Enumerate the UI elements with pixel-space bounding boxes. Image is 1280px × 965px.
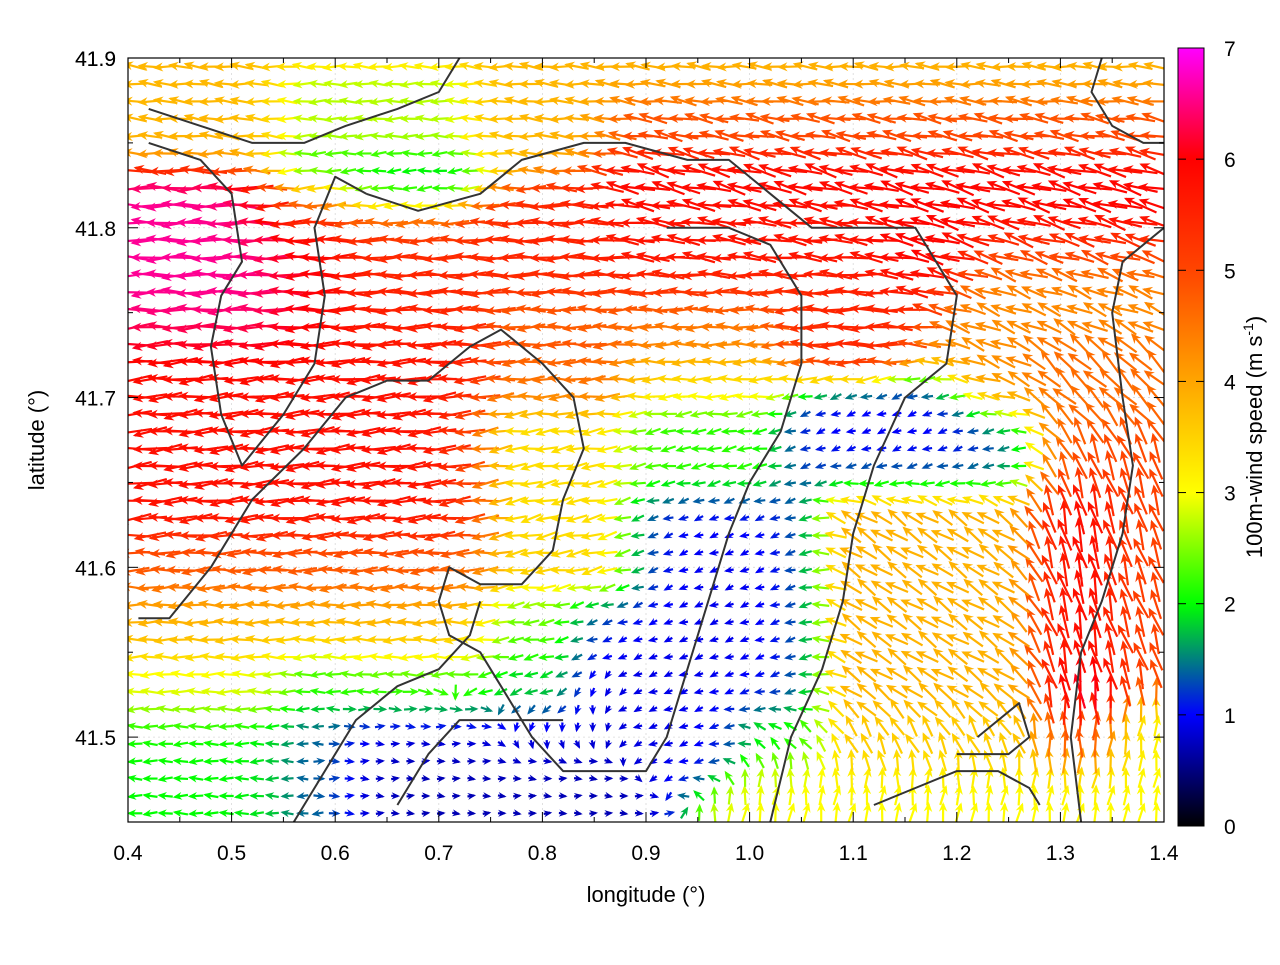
colorbar [1178,48,1204,826]
x-tick-label: 0.8 [528,842,557,865]
colorbar-tick-label: 7 [1224,38,1236,61]
y-tick-label: 41.7 [75,388,116,411]
x-tick-label: 0.4 [113,842,143,865]
x-tick-label: 1.4 [1149,842,1179,865]
x-tick-label: 0.7 [424,842,453,865]
x-tick-label: 0.9 [631,842,660,865]
y-axis-label: latitude (°) [24,390,49,491]
x-tick-label: 0.5 [217,842,246,865]
y-tick-label: 41.9 [75,48,116,71]
x-tick-label: 1.2 [942,842,971,865]
x-tick-label: 0.6 [321,842,350,865]
x-tick-label: 1.0 [735,842,764,865]
colorbar-tick-label: 3 [1224,483,1236,506]
y-tick-label: 41.5 [75,727,116,750]
colorbar-tick-label: 4 [1224,371,1236,394]
colorbar-tick-label: 0 [1224,816,1236,839]
y-tick-label: 41.6 [75,557,116,580]
x-tick-label: 1.3 [1046,842,1075,865]
y-tick-label: 41.8 [75,218,116,241]
x-tick-label: 1.1 [839,842,868,865]
colorbar-tick-label: 6 [1224,149,1236,172]
colorbar-tick-label: 2 [1224,594,1236,617]
colorbar-tick-label: 5 [1224,260,1236,283]
colorbar-tick-label: 1 [1224,705,1236,728]
x-axis-label: longitude (°) [587,882,706,907]
colorbar-label: 100m-wind speed (m s-1) [1240,316,1267,558]
